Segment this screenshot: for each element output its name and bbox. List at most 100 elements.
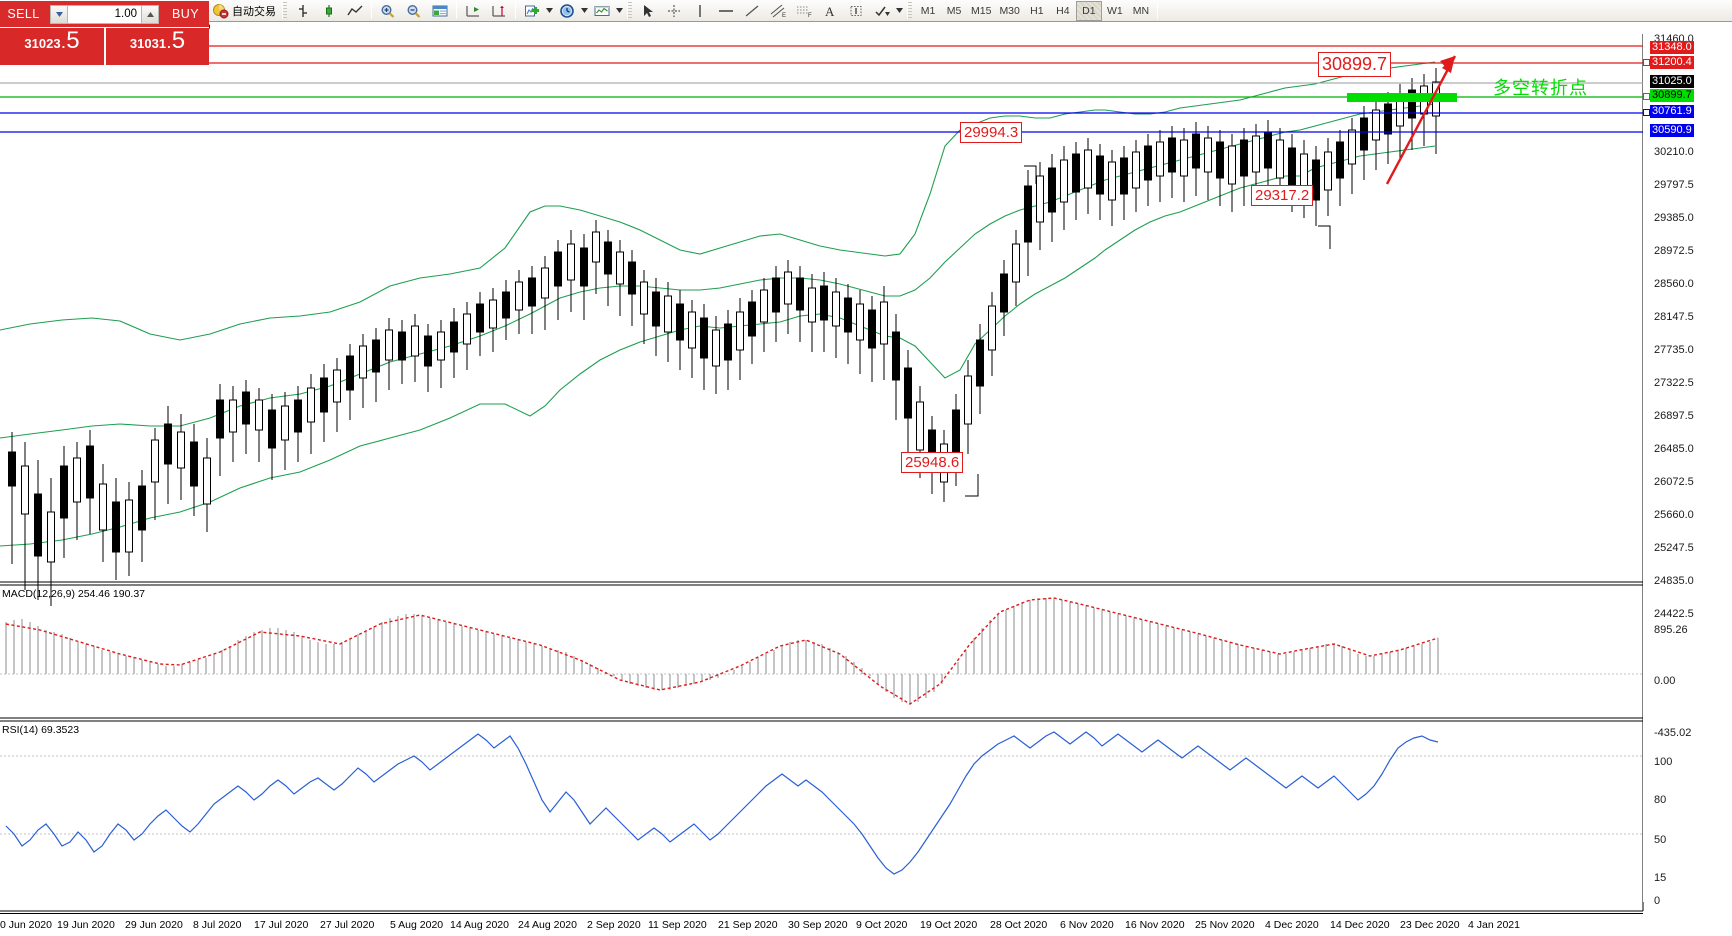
chart-canvas[interactable] [0,34,1732,936]
date-tick-16: 6 Nov 2020 [1060,919,1114,931]
price-tick-24422: 24422.5 [1654,608,1694,620]
date-tick-21: 23 Dec 2020 [1400,919,1460,931]
sell-price-separator: . [61,36,66,51]
date-tick-9: 2 Sep 2020 [587,919,641,931]
fibo-icon[interactable]: F [791,1,817,21]
shapes-dropdown-arrow[interactable] [895,1,904,21]
price-tick-28147: 28147.5 [1654,311,1694,323]
auto-scroll-icon[interactable] [486,1,512,21]
cursor-icon[interactable] [635,1,661,21]
auto-trading-label[interactable]: 自动交易 [232,4,276,18]
date-tick-0: 0 Jun 2020 [0,919,52,931]
date-axis-rule [0,913,1643,914]
templates-icon[interactable] [589,1,615,21]
chart-shift-icon[interactable] [460,1,486,21]
date-tick-10: 11 Sep 2020 [648,919,707,931]
templates-dropdown-arrow[interactable] [615,1,624,21]
annotation-turning-point[interactable]: 多空转折点 [1493,78,1588,99]
toolbar-separator-2 [371,2,372,19]
volume-stepper[interactable]: 1.00 [50,4,159,24]
support-zone-rect [1347,93,1457,102]
rsi-tick-50: 50 [1654,834,1667,846]
zoom-in-icon[interactable] [375,1,401,21]
date-tick-17: 16 Nov 2020 [1125,919,1185,931]
timeframe-m30[interactable]: M30 [999,4,1020,17]
sell-price-display[interactable]: 31023 . 5 [0,27,104,65]
date-axis[interactable]: 0 Jun 2020 19 Jun 2020 29 Jun 2020 8 Jul… [0,913,1643,936]
toolbar-grip-4[interactable] [907,2,912,19]
timeframe-d1[interactable]: D1 [1075,0,1102,21]
price-tick-27735: 27735.0 [1654,344,1694,356]
timeframe-w1[interactable]: W1 [1107,4,1123,17]
bar-chart-icon[interactable] [290,1,316,21]
rsi-tick-15: 15 [1654,872,1667,884]
timeframe-h4[interactable]: H4 [1056,4,1070,17]
timeframe-mn[interactable]: MN [1132,4,1150,17]
price-tag-31025-last[interactable]: 31025.0 [1650,75,1694,88]
rsi-tick-80: 80 [1654,794,1667,806]
horizontal-line-icon[interactable] [713,1,739,21]
timeframe-m1[interactable]: M1 [920,4,936,17]
price-tag-30761[interactable]: 30761.9 [1650,105,1694,118]
price-tick-30210: 30210.0 [1654,146,1694,158]
bollinger-middle-band [0,103,1436,439]
buy-price-fraction: 5 [171,27,186,54]
level-handle-31200[interactable] [1643,59,1650,66]
buy-button[interactable]: BUY [162,1,209,27]
annotation-connector-25948 [965,474,979,497]
timeframe-h1[interactable]: H1 [1030,4,1044,17]
candlestick-chart-icon[interactable] [316,1,342,21]
data-window-icon[interactable] [427,1,453,21]
date-tick-19: 4 Dec 2020 [1265,919,1319,931]
line-chart-icon[interactable] [342,1,368,21]
toolbar-grip-2[interactable] [282,2,287,19]
sell-price-fraction: 5 [66,27,80,54]
price-tag-30590[interactable]: 30590.9 [1650,124,1694,137]
toolbar-separator-3 [456,2,457,19]
volume-decrease-icon[interactable] [51,5,68,23]
one-click-trading-panel[interactable]: SELL 1.00 BUY 31023 . 5 [0,1,209,65]
macd-tick-zero: 0.00 [1654,675,1676,687]
price-tag-31348[interactable]: 31348.0 [1650,41,1694,54]
volume-input[interactable]: 1.00 [114,7,137,20]
trendline-icon[interactable] [739,1,765,21]
shapes-icon[interactable] [869,1,895,21]
price-tag-30899[interactable]: 30899.7 [1650,89,1694,102]
date-tick-2: 29 Jun 2020 [125,919,183,931]
trade-panel-top-row: SELL 1.00 BUY [0,1,209,27]
level-handle-30761[interactable] [1643,109,1650,116]
date-tick-20: 14 Dec 2020 [1330,919,1390,931]
annotation-29317[interactable]: 29317.2 [1251,185,1314,206]
label-icon[interactable] [843,1,869,21]
price-tick-26897: 26897.5 [1654,410,1694,422]
vertical-line-icon[interactable] [687,1,713,21]
rsi-line [5,731,1439,875]
timeframe-m15[interactable]: M15 [971,4,992,17]
auto-trading-icon[interactable] [208,1,234,21]
text-icon[interactable]: A [817,1,843,21]
periods-dropdown-arrow[interactable] [580,1,589,21]
price-axis[interactable]: 31460.0 31348.0 31200.4 31025.0 30899.7 … [1643,33,1732,907]
equidistant-channel-icon[interactable]: E [765,1,791,21]
indicators-icon[interactable] [519,1,545,21]
sell-button[interactable]: SELL [0,1,47,27]
annotation-29994[interactable]: 29994.3 [960,122,1023,143]
toolbar-grip-3[interactable] [627,2,632,19]
date-tick-8: 24 Aug 2020 [518,919,577,931]
crosshair-icon[interactable] [661,1,687,21]
price-tag-31200[interactable]: 31200.4 [1650,56,1694,69]
volume-increase-icon[interactable] [141,5,158,23]
date-tick-4: 17 Jul 2020 [254,919,309,931]
timeframe-m5[interactable]: M5 [946,4,962,17]
annotation-30899-box[interactable]: 30899.7 [1318,52,1392,77]
macd-signal-line [5,597,1439,705]
date-tick-15: 28 Oct 2020 [990,919,1048,931]
candlestick-series [8,68,1440,606]
price-tick-25247: 25247.5 [1654,542,1694,554]
zoom-out-icon[interactable] [401,1,427,21]
indicators-dropdown-arrow[interactable] [545,1,554,21]
buy-price-display[interactable]: 31031 . 5 [104,27,209,65]
periods-icon[interactable] [554,1,580,21]
level-handle-30899[interactable] [1643,93,1650,100]
annotation-25948[interactable]: 25948.6 [901,452,964,473]
